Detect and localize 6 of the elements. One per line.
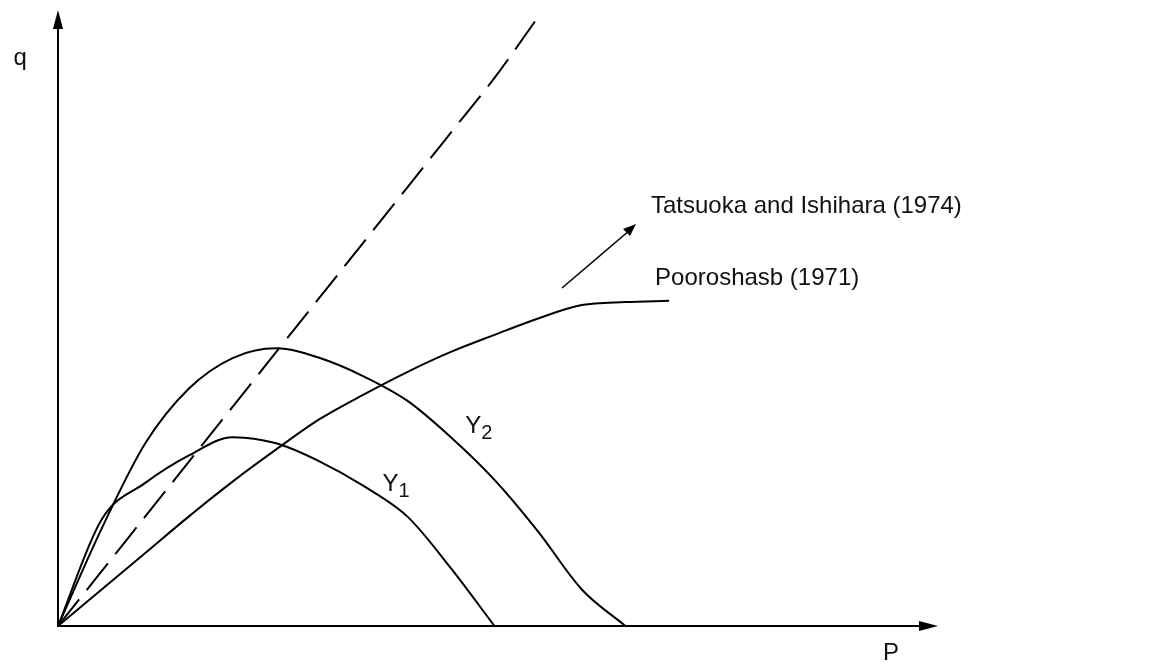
series-label: Y$_{2}$ — [465, 411, 493, 443]
series-label: Y$_{1}$ — [382, 469, 410, 502]
y-axis-title: q — [13, 43, 27, 70]
x-axis-title: P — [883, 638, 900, 665]
annotation: Tatsuoka and Ishihara (1974) — [651, 191, 962, 218]
series-label: Pooroshasb (1971) — [655, 262, 860, 290]
